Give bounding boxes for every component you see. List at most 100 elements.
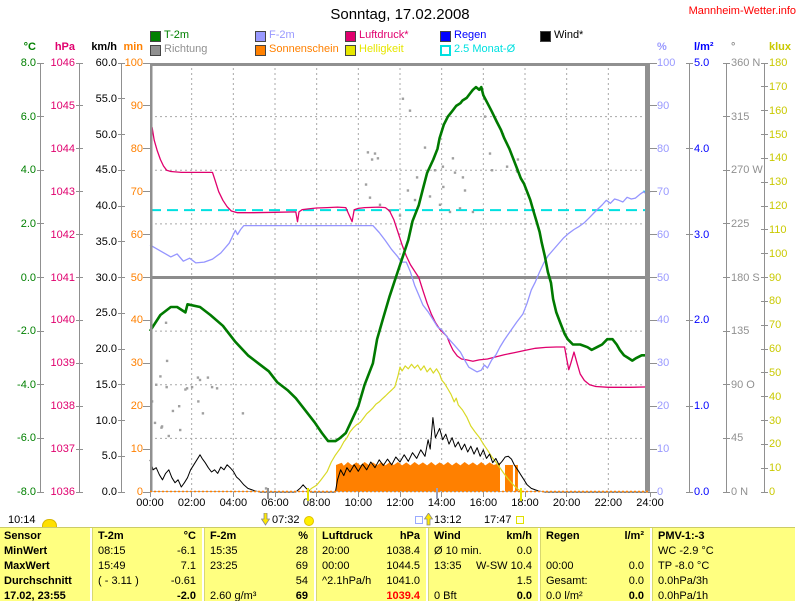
humidity-axis-tick xyxy=(650,148,657,150)
wind-direction-dot xyxy=(179,428,182,432)
humidity-axis-label: 0 xyxy=(657,486,664,498)
table-cell: 1.5 xyxy=(516,575,532,587)
temperature-axis-label: 4.0 xyxy=(20,164,36,177)
brightness-axis-tick xyxy=(761,396,768,398)
sunrise-time: 07:32 xyxy=(272,514,300,526)
sunshine-bar xyxy=(515,464,518,492)
windspeed-axis-label: 55.0 xyxy=(95,92,117,105)
sunshine-axis-header: min xyxy=(123,41,143,53)
brightness-axis-label: 40 xyxy=(769,390,782,403)
brightness-axis-label: 100 xyxy=(769,247,788,260)
pressure-axis-label: 1044 xyxy=(50,142,75,155)
table-cell: Ø 10 min. xyxy=(434,545,482,557)
legend-label: F-2m xyxy=(269,29,295,41)
wind-direction-dot xyxy=(483,115,487,118)
table-cell: MinWert xyxy=(4,545,48,557)
humidity-axis-tick xyxy=(650,319,657,321)
direction-axis-tick xyxy=(723,169,730,171)
windspeed-axis-label: 50.0 xyxy=(95,128,117,141)
table-cell: l/m² xyxy=(624,530,644,542)
brightness-axis-tick xyxy=(761,134,768,135)
pressure-axis-tick xyxy=(76,62,83,64)
open-swatch-icon xyxy=(440,45,451,56)
moonrise-time: 13:12 xyxy=(434,514,462,526)
sunshine-axis-tick xyxy=(143,319,150,321)
brightness-axis-tick xyxy=(761,277,768,278)
windspeed-axis-tick xyxy=(118,312,125,314)
table-cell: -0.61 xyxy=(170,575,196,587)
brightness-axis-tick xyxy=(761,348,768,350)
brightness-axis-tick xyxy=(761,62,768,64)
wind-direction-dot xyxy=(210,385,214,389)
humidity-axis-label: 20 xyxy=(657,400,670,413)
table-cell: 15:49 xyxy=(98,560,126,572)
temperature-axis-label: -8.0 xyxy=(17,486,36,498)
legend-label: Sonnenschein xyxy=(269,43,339,55)
windspeed-axis-label: 0.0 xyxy=(101,486,117,498)
temperature-axis-header: °C xyxy=(23,41,36,53)
legend-label: Helligkeit xyxy=(359,43,404,55)
swatch-icon xyxy=(150,45,161,56)
rain-axis-tick xyxy=(686,319,693,321)
x-axis-label: 04:00 xyxy=(219,497,248,509)
temperature-axis-label: 2.0 xyxy=(20,217,36,230)
wind-direction-dot xyxy=(160,425,164,428)
sunshine-axis-tick xyxy=(143,62,150,64)
table-cell: W-SW 10.4 xyxy=(475,560,532,572)
windspeed-axis-label: 15.0 xyxy=(95,378,117,391)
windspeed-axis-label: 5.0 xyxy=(101,450,117,463)
pressure-axis-label: 1037 xyxy=(50,443,75,456)
wind-direction-dot xyxy=(448,210,452,214)
temperature-axis-tick xyxy=(37,223,44,225)
brightness-axis-tick xyxy=(761,229,768,231)
table-cell: 1044.5 xyxy=(386,560,420,572)
brightness-axis-label: 160 xyxy=(769,104,788,117)
brightness-axis-label: 60 xyxy=(769,343,782,355)
x-axis-label: 08:00 xyxy=(302,497,331,509)
brightness-axis-label: 90 xyxy=(769,271,782,284)
swatch-icon xyxy=(345,45,356,56)
brightness-axis-tick xyxy=(761,110,768,112)
table-cell: PMV-1:-3 xyxy=(658,530,705,542)
direction-axis-label: 135 xyxy=(731,325,750,338)
pressure-axis-tick xyxy=(76,105,83,107)
table-cell: Durchschnitt xyxy=(4,575,72,587)
table-divider xyxy=(90,528,92,601)
direction-axis-tick xyxy=(723,330,730,332)
rain-axis-tick xyxy=(686,148,693,150)
table-divider xyxy=(426,528,428,601)
windspeed-axis-tick xyxy=(118,62,125,64)
humidity-axis-label: 100 xyxy=(657,57,676,69)
pressure-axis-label: 1043 xyxy=(50,185,75,198)
site-link[interactable]: Mannheim-Wetter.info xyxy=(688,5,796,17)
wind-direction-dot xyxy=(198,378,202,382)
wind-direction-dot xyxy=(368,196,372,199)
wind-direction-dot xyxy=(451,157,455,160)
table-cell: hPa xyxy=(399,530,420,542)
windspeed-axis-label: 35.0 xyxy=(95,235,117,248)
sunshine-area xyxy=(336,462,500,492)
rain-axis-tick xyxy=(686,234,693,236)
table-cell: 28 xyxy=(295,545,308,557)
x-axis-tick xyxy=(649,492,651,497)
table-cell: MaxWert xyxy=(4,560,50,572)
wind-direction-dot xyxy=(197,400,200,403)
sunshine-axis-tick xyxy=(143,277,150,278)
event-tick xyxy=(307,488,309,501)
table-cell: Gesamt: xyxy=(546,575,588,587)
humidity-axis-label: 50 xyxy=(657,271,670,284)
sunshine-axis-label: 100 xyxy=(124,57,143,69)
brightness-axis-label: 80 xyxy=(769,295,782,308)
sunset-arrow-icon xyxy=(261,513,270,526)
wind-direction-dot xyxy=(471,210,475,214)
table-cell: 54 xyxy=(295,575,308,587)
x-axis-label: 00:00 xyxy=(136,497,164,509)
windspeed-axis-tick xyxy=(118,134,125,135)
sunshine-axis-label: 30 xyxy=(130,357,143,370)
wind-direction-dot xyxy=(516,158,520,161)
wind-direction-dot xyxy=(370,158,374,161)
x-axis-label: 20:00 xyxy=(552,497,581,509)
brightness-axis-tick xyxy=(761,253,768,255)
brightness-axis-label: 0 xyxy=(769,486,776,498)
sunshine-axis-tick xyxy=(143,148,150,150)
